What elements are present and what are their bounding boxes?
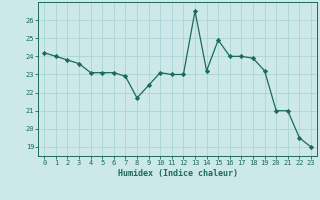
X-axis label: Humidex (Indice chaleur): Humidex (Indice chaleur)	[118, 169, 238, 178]
